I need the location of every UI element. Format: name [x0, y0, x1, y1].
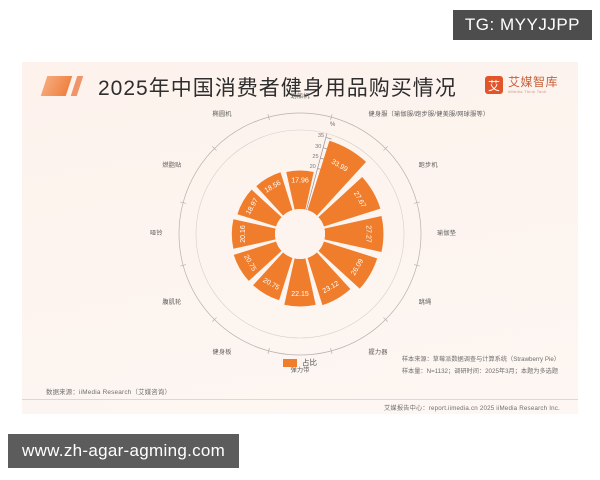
radial-axis-tick	[317, 168, 322, 170]
rose-chart: 33.99 27.67 27.27 26.09 23.12 22.15 20.75 20.75…	[150, 93, 489, 373]
donut-hole	[275, 209, 325, 259]
accent-slash-small	[70, 76, 84, 96]
category-label: 健身服（瑜伽服/跑步服/健美服/网球服等）	[368, 111, 490, 119]
axis-tick-label: 25	[312, 154, 319, 161]
rose-value-label: 20.16	[240, 225, 247, 243]
category-label: 健身板	[212, 348, 232, 356]
footer-divider	[22, 399, 578, 400]
tg-tag-watermark: TG: MYYJJPP	[452, 10, 592, 40]
card-header: 2025年中国消费者健身用品购买情况 艾 艾媒智库 iiMedia Think …	[22, 62, 578, 108]
page-title: 2025年中国消费者健身用品购买情况	[98, 77, 457, 100]
legend-label: 占比	[302, 358, 317, 367]
radial-axis-tick	[320, 157, 325, 160]
radial-axis-tick	[325, 137, 332, 140]
rose-petal[interactable]	[307, 140, 367, 216]
sample-size-note: 样本量：N=1132；调研时间：2025年3月；本题为多选题	[401, 368, 559, 376]
rose-petal[interactable]	[307, 252, 351, 306]
rose-petal[interactable]	[286, 170, 314, 210]
rose-petal[interactable]	[233, 241, 282, 281]
rose-petal[interactable]	[253, 252, 293, 301]
rose-petal[interactable]	[284, 258, 316, 307]
rose-petal[interactable]	[237, 189, 282, 227]
data-source-note: 数据来源：iiMedia Research（艾媒咨询）	[46, 389, 172, 396]
ring-tick	[180, 264, 187, 267]
rose-petal[interactable]	[256, 172, 293, 216]
title-accent-slashes	[40, 76, 90, 96]
category-label: 划船机	[290, 93, 310, 100]
brand-logo: 艾 艾媒智库 iiMedia Think Tank	[484, 76, 558, 94]
polar-grid	[178, 112, 422, 356]
brand-name-en: iiMedia Think Tank	[507, 89, 547, 94]
category-label: 弹力带	[290, 367, 310, 374]
infographic-card: 2025年中国消费者健身用品购买情况 艾 艾媒智库 iiMedia Think …	[22, 62, 578, 414]
axis-unit-label: %	[329, 121, 336, 128]
ring-tick	[212, 317, 217, 322]
brand-text: 艾媒智库 iiMedia Think Tank	[508, 76, 558, 94]
radial-axis-ticks	[180, 114, 420, 354]
rose-petal[interactable]	[324, 215, 384, 253]
radial-axis-spine	[306, 133, 328, 210]
rose-petal[interactable]	[318, 241, 378, 289]
ring-tick	[383, 317, 388, 322]
rose-petal-group	[231, 140, 384, 307]
ring-tick	[413, 201, 420, 204]
category-label: 燃脂贴	[162, 161, 182, 169]
category-label: 跑步机	[418, 161, 438, 169]
category-label: 腹肌轮	[162, 298, 182, 306]
site-watermark: www.zh-agar-agming.com	[8, 434, 240, 468]
ring-tick	[267, 347, 270, 354]
ring-tick	[180, 201, 187, 204]
rose-value-label: 27.27	[364, 225, 371, 243]
sample-note-block: 样本来源：草莓派数据调查与计算系统（Strawberry Pie） 样本量：N=…	[402, 354, 560, 378]
rose-petal[interactable]	[231, 219, 276, 249]
ring-tick	[413, 264, 420, 267]
category-label: 瑜伽垫	[437, 230, 457, 237]
rose-chart-svg: 33.9927.6727.2726.0923.1222.1520.7520.75…	[178, 112, 422, 356]
sample-source-note: 样本来源：草莓派数据调查与计算系统（Strawberry Pie）	[401, 356, 560, 364]
axis-tick-label: 20	[309, 164, 316, 171]
category-label: 握力器	[368, 348, 388, 356]
brand-mark-icon: 艾	[484, 76, 503, 94]
ring-tick	[330, 347, 333, 354]
brand-name-cn: 艾媒智库	[507, 75, 558, 89]
category-label: 跳绳	[418, 298, 432, 306]
category-label: 哑铃	[150, 230, 163, 237]
rose-value-label: 22.15	[291, 291, 309, 298]
axis-tick-label: 30	[315, 143, 322, 150]
ring-tick	[383, 146, 388, 151]
rose-petal[interactable]	[318, 177, 381, 227]
report-center-note: 艾媒报告中心：report.iimedia.cn 2025 iiMedia Re…	[384, 405, 560, 412]
category-label: 椭圆机	[212, 111, 232, 119]
legend-color-swatch	[283, 358, 297, 367]
rose-value-label: 17.96	[291, 177, 309, 184]
ring-tick	[212, 146, 217, 151]
radial-axis-tick	[323, 147, 329, 150]
ring-tick	[330, 114, 333, 121]
axis-tick-label: 35	[317, 133, 325, 140]
chart-stage: 33.99 27.67 27.27 26.09 23.12 22.15 20.75 20.75…	[22, 93, 578, 374]
ring-tick	[267, 114, 270, 121]
chart-legend: 占比	[283, 357, 317, 368]
accent-slash-large	[40, 76, 73, 96]
